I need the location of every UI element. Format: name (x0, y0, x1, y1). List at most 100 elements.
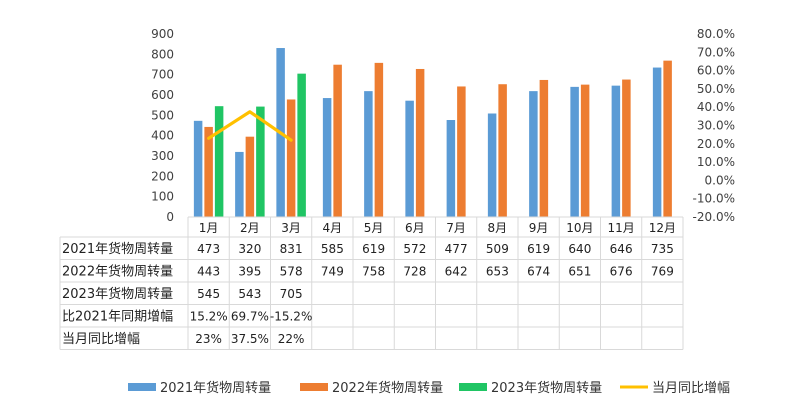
table-cell: 619 (527, 242, 550, 256)
table-cell: 653 (486, 264, 509, 278)
table-cell: 443 (197, 264, 220, 278)
x-category-label: 9月 (529, 221, 549, 235)
bar-2-7 (457, 86, 466, 218)
table-cell: 69.7% (231, 309, 269, 323)
data-table: 1月 2月 3月 4月 5月 6月 7月 8月 9月 10月 11月 12月 2021年货物周转量 473… (59, 216, 684, 350)
table-row-label: 2021年货物周转量 (62, 241, 173, 257)
table-cell: 674 (527, 264, 550, 278)
table-cell: 578 (280, 264, 303, 278)
bar-1-5 (364, 91, 373, 217)
legend-label: 2021年货物周转量 (160, 380, 271, 396)
bar-2-11 (622, 79, 631, 218)
table-row-label: 2022年货物周转量 (62, 263, 173, 279)
table-cell: 646 (610, 242, 633, 256)
table-cell: 619 (362, 242, 385, 256)
table-cell: 735 (651, 242, 674, 256)
table-cell: 477 (445, 242, 468, 256)
table-cell: 728 (403, 264, 426, 278)
bar-group (193, 48, 672, 218)
bar-3-2 (256, 106, 265, 217)
y-left-tick-label: 300 (151, 149, 174, 163)
y-right-tick-label: 80.0% (697, 27, 735, 41)
table-cell: 831 (280, 242, 303, 256)
bar-1-7 (446, 120, 456, 217)
legend-label: 2023年货物周转量 (491, 380, 602, 396)
bar-1-11 (611, 85, 621, 217)
legend-swatch (128, 383, 156, 391)
x-category-label: 7月 (446, 221, 466, 235)
bar-1-4 (322, 98, 332, 217)
y-right-tick-label: 10.0% (697, 155, 735, 169)
table-cell: -15.2% (270, 309, 312, 323)
table-cell: 572 (403, 242, 426, 256)
y-left-tick-label: 700 (151, 68, 174, 82)
table-cell: 395 (238, 264, 261, 278)
y-right-tick-label: 60.0% (697, 64, 735, 78)
y-left-tick-label: 200 (151, 169, 174, 183)
x-category-label: 4月 (323, 221, 343, 235)
x-category-label: 5月 (364, 221, 384, 235)
bar-2-12 (663, 60, 672, 218)
table-cell: 15.2% (190, 309, 228, 323)
legend-label: 当月同比增幅 (652, 381, 730, 396)
y-left-tick-label: 400 (151, 129, 174, 143)
legend-swatch (300, 383, 328, 391)
table-cell: 640 (568, 242, 591, 256)
x-category-label: 10月 (566, 221, 593, 235)
table-cell: 585 (321, 242, 344, 256)
y-right-tick-label: 50.0% (697, 82, 735, 96)
yoy-line-group (207, 110, 293, 142)
x-category-label: 11月 (607, 221, 634, 235)
bar-2-10 (580, 84, 590, 217)
bar-1-12 (652, 67, 662, 217)
bar-2-6 (415, 68, 425, 218)
bar-2-2 (245, 136, 255, 217)
y-right-tick-label: 70.0% (697, 45, 735, 59)
x-category-label: 2月 (240, 221, 260, 235)
table-cell: 543 (238, 287, 261, 301)
table-cell: 320 (238, 242, 261, 256)
y-right-tick-label: 30.0% (697, 119, 735, 133)
bar-2-3 (286, 99, 296, 217)
bar-1-9 (529, 91, 538, 217)
bar-2-4 (333, 64, 342, 217)
table-cell: 651 (568, 264, 591, 278)
y-left-tick-label: 900 (151, 27, 174, 41)
x-category-label: 3月 (281, 221, 301, 235)
table-cell: 769 (651, 264, 674, 278)
x-category-label: 1月 (199, 221, 219, 235)
y-left-tick-label: 0 (166, 210, 174, 224)
table-cell: 37.5% (231, 332, 269, 346)
y-left-tick-label: 800 (151, 47, 174, 61)
legend-label: 2022年货物周转量 (332, 380, 443, 396)
y-left-tick-label: 600 (151, 88, 174, 102)
table-cell: 676 (610, 264, 633, 278)
table-row-label: 比2021年同期增幅 (62, 309, 173, 324)
table-cell: 509 (486, 242, 509, 256)
table-cell: 545 (197, 287, 220, 301)
bar-2-9 (539, 79, 549, 217)
y-left-tick-label: 500 (151, 108, 174, 122)
table-cell: 23% (195, 332, 222, 346)
table-row-label: 2023年货物周转量 (62, 286, 173, 302)
x-category-label: 6月 (405, 221, 425, 235)
legend: 2021年货物周转量 2022年货物周转量 2023年货物周转量 当月同比增幅 (128, 380, 730, 396)
bar-2-5 (374, 62, 384, 217)
table-cell: 749 (321, 264, 344, 278)
x-category-label: 8月 (488, 221, 508, 235)
y-right-tick-label: 20.0% (697, 137, 735, 151)
bar-1-2 (235, 151, 244, 217)
y-right-tick-label: -10.0% (693, 192, 735, 206)
bar-2-8 (498, 84, 507, 218)
table-row-label: 当月同比增幅 (62, 332, 140, 347)
table-cell: 758 (362, 264, 385, 278)
x-category-label: 12月 (649, 221, 676, 235)
table-cell: 473 (197, 242, 220, 256)
bar-1-10 (570, 86, 579, 217)
bar-1-1 (193, 120, 203, 217)
bar-1-6 (405, 100, 414, 217)
y-right-tick-label: -20.0% (693, 210, 735, 224)
table-cell: 705 (280, 287, 303, 301)
axes: 0 100 200 300 400 500 600 700 800 900 -20.0% -10.0%… (151, 27, 735, 224)
